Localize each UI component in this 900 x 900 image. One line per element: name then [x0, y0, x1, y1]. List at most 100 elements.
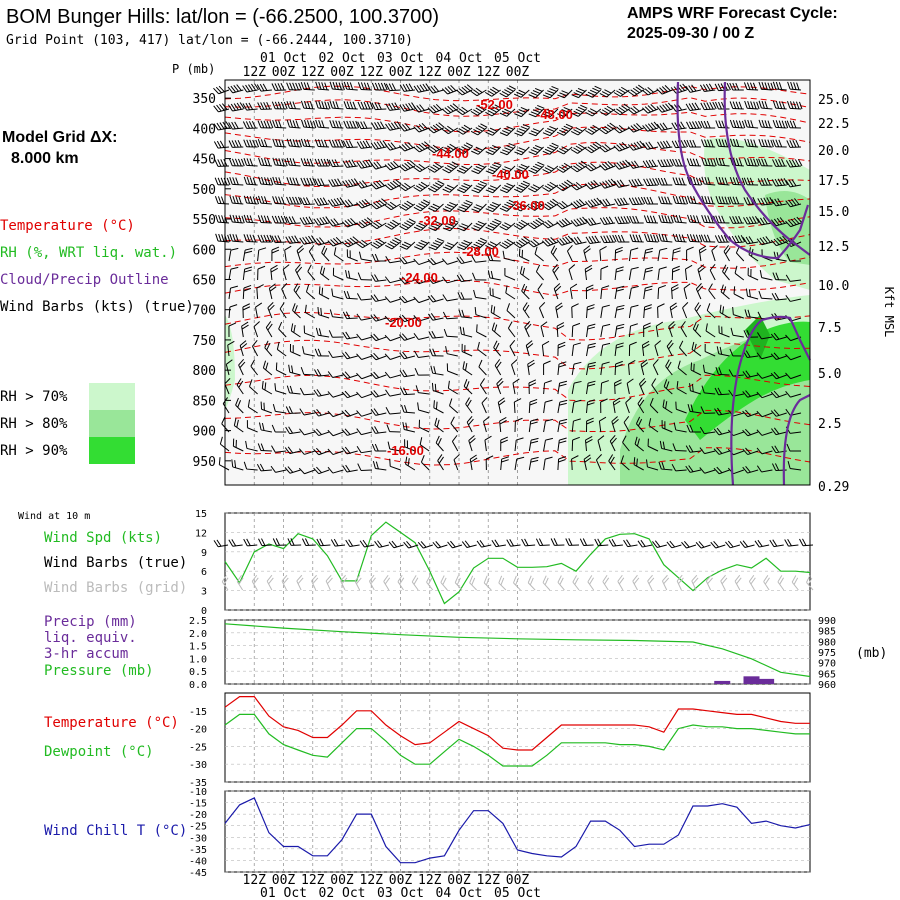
pressure-tick-900: 900: [193, 425, 216, 440]
top-hour-label-6: 12Z: [418, 65, 442, 80]
wind-barb-766: [623, 416, 630, 433]
wind-barb-grid-35: [734, 574, 742, 591]
wind-barb-729: [675, 401, 687, 414]
wind-barb-401: [686, 246, 694, 262]
temp-label-m48: -48.00: [536, 107, 573, 122]
pressure-line: [224, 623, 811, 678]
wind-barb-540: [315, 327, 330, 338]
wind-barb-860: [787, 461, 802, 471]
wind-barb-801: [543, 437, 553, 452]
wind-barb-309: [527, 217, 545, 230]
wind-barbs-grid-label: Wind Barbs (grid): [44, 580, 187, 596]
wind-barb-470: [489, 287, 501, 300]
wind-barb-104: [528, 127, 544, 137]
wind-barb-grid-18: [483, 575, 492, 591]
wind-barb-279: [687, 195, 701, 205]
wind-barb-1: [227, 84, 244, 94]
wind-barb-563: [655, 321, 664, 338]
wind-barb-128: [286, 138, 302, 148]
wind-barb-194: [642, 159, 659, 168]
wind-barb-833: [405, 456, 416, 471]
wind-barb-596: [541, 340, 550, 357]
wind-barb-71: [642, 104, 659, 114]
wind-barb-816: [742, 447, 759, 456]
wind-barb-55: [413, 104, 430, 113]
wind-barb-384: [427, 257, 444, 266]
wind-barb-179: [427, 162, 444, 173]
wind-barb-835: [437, 454, 444, 471]
wind-barb-488: [745, 288, 759, 300]
wind-barb-496: [279, 302, 287, 319]
wind-barb-744: [299, 428, 315, 436]
wind-barb-112: [642, 121, 660, 132]
wind-barb-471: [505, 285, 516, 300]
wind-barb-485: [708, 283, 716, 300]
wind-barb-467: [442, 294, 458, 302]
wind-barb-385: [441, 258, 458, 265]
wind-barb-646: [665, 359, 673, 376]
p-temp-ytick-3: -30: [189, 760, 207, 771]
wind-barb-400: [671, 247, 681, 262]
wind-barb-840: [514, 456, 525, 471]
wind-barb-true-36: [739, 540, 755, 548]
wind-barb-grid-8: [340, 574, 348, 591]
wind-barb-336: [327, 236, 344, 247]
wind-barb-170: [300, 158, 315, 167]
pressure-tick-800: 800: [193, 364, 216, 379]
wind-barb-413: [270, 264, 278, 281]
wind-barb-700: [260, 401, 273, 414]
wind-barb-253: [313, 197, 330, 206]
wind-barb-84: [242, 120, 258, 129]
height-tick-1: 22.5: [818, 117, 849, 132]
wind-barb-391: [534, 246, 544, 262]
wind-barb-true-20: [506, 539, 521, 547]
wind-barb-449: [772, 272, 787, 281]
wind-barb-189: [570, 160, 588, 173]
wind-barb-502: [356, 313, 373, 321]
wind-barb-207: [243, 176, 258, 186]
wind-barb-559: [600, 323, 611, 338]
wind-barb-459: [331, 288, 344, 300]
wind-barb-616: [238, 359, 246, 376]
wind-barb-434: [568, 264, 576, 281]
wind-barb-404: [723, 245, 731, 262]
wind-barb-152: [627, 140, 646, 151]
wind-barb-215: [356, 180, 373, 189]
wind-barb-124: [228, 139, 244, 148]
wind-barb-638: [557, 361, 567, 376]
wind-barb-527: [719, 304, 730, 319]
wind-barb-200: [729, 157, 744, 167]
wind-barb-542: [342, 331, 358, 340]
wind-barb-grid-24: [572, 575, 580, 591]
wind-barb-225: [499, 182, 516, 194]
wind-barb-true-5: [287, 538, 302, 546]
wind-barb-327: [785, 216, 803, 228]
wind-barb-59: [470, 105, 487, 116]
wind-barb-182: [471, 163, 487, 175]
wind-barb-97: [427, 122, 445, 134]
wind-barb-380: [371, 253, 387, 262]
wind-barb-775: [742, 428, 759, 437]
wind-barb-12: [385, 83, 401, 92]
wind-barb-516: [571, 303, 579, 319]
wind-barb-544: [370, 333, 387, 342]
wind-barb-575: [239, 340, 248, 357]
wind-barb-275: [628, 196, 646, 206]
pressure-tick-700: 700: [193, 304, 216, 319]
temp-contour-15: [224, 447, 811, 466]
wind-barb-421: [371, 274, 387, 282]
wind-barb-373: [284, 245, 292, 262]
wind-barb-600: [600, 342, 611, 357]
wind-barb-679: [557, 380, 568, 395]
temp-label-m44: -44.00: [432, 146, 469, 161]
wind-barb-714: [465, 397, 473, 414]
wind-barb-795: [451, 435, 459, 452]
wind-barb-39: [772, 81, 787, 91]
wind-barb-441: [671, 265, 680, 281]
wind-barb-674: [479, 378, 487, 395]
wind-barb-475: [569, 283, 578, 300]
wind-barb-381: [385, 256, 401, 264]
wind-barb-11: [371, 82, 388, 91]
wind-barb-100: [470, 123, 488, 136]
